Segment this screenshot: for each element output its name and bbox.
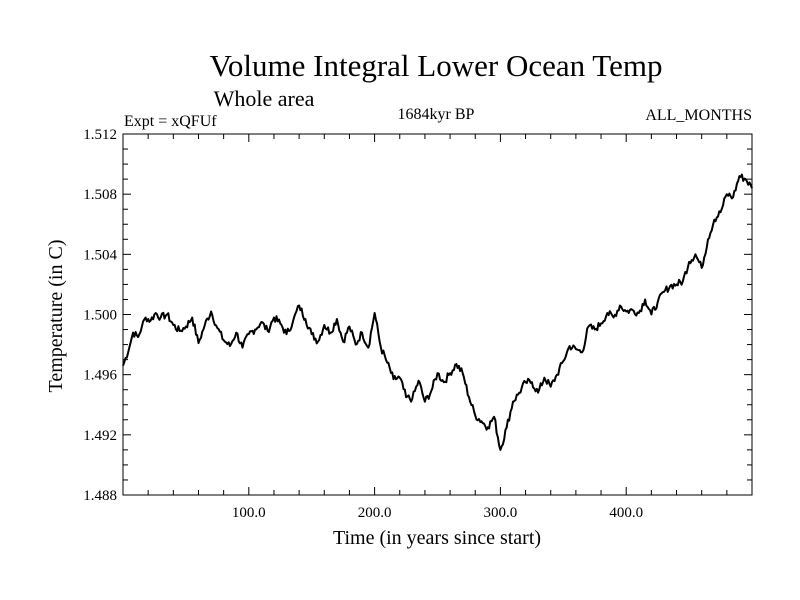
y-axis-label: Temperature (in C): [45, 240, 67, 393]
chart-title: Volume Integral Lower Ocean Temp: [210, 48, 663, 83]
x-axis: 100.0 200.0 300.0 400.0: [147, 134, 728, 521]
series-line: [122, 173, 753, 451]
x-axis-label: Time (in years since start): [333, 527, 541, 549]
chart-subtitle: Whole area: [214, 86, 315, 111]
y-tick-label: 1.496: [83, 368, 117, 384]
y-tick-label: 1.512: [83, 127, 117, 143]
y-axis: 1.488 1.492 1.496 1.500 1.504 1.508 1.512: [83, 127, 752, 504]
x-tick-label: 300.0: [484, 505, 518, 521]
x-tick-label: 100.0: [232, 505, 266, 521]
y-tick-label: 1.504: [83, 247, 117, 263]
x-tick-label: 200.0: [358, 505, 392, 521]
y-tick-label: 1.488: [83, 488, 117, 504]
y-tick-label: 1.508: [83, 187, 117, 203]
experiment-label: Expt = xQFUf: [124, 113, 217, 130]
y-tick-label: 1.500: [83, 308, 117, 324]
y-tick-label: 1.492: [83, 428, 117, 444]
period-label: 1684kyr BP: [398, 106, 475, 123]
x-tick-label: 400.0: [609, 505, 643, 521]
months-label: ALL_MONTHS: [645, 107, 752, 124]
plot-frame: [122, 133, 753, 496]
